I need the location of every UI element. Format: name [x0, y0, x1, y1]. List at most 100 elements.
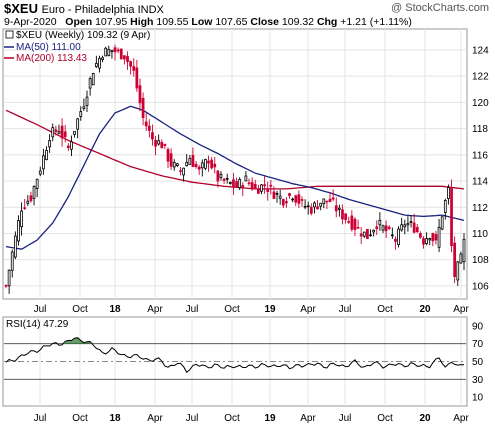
legend-rsi: RSI(14) 47.29 — [6, 319, 69, 330]
x-tick-label: Jul — [339, 304, 352, 315]
chg-value: +1.21 (+1.11%) — [340, 16, 412, 28]
high-value: 109.55 — [156, 16, 189, 28]
rsi-overbought-area — [65, 337, 91, 344]
candle-body — [225, 178, 229, 180]
legend-ma50: MA(50) 111.00 — [16, 42, 81, 53]
ma200-layer — [5, 109, 465, 190]
candle-body — [288, 193, 291, 196]
candle-body — [29, 195, 33, 202]
candle-body — [253, 183, 257, 189]
candle-body — [172, 161, 176, 168]
x-tick-label-bottom: Oct — [72, 413, 88, 424]
x-tick-label-bottom: Jul — [186, 413, 199, 424]
candle-body — [163, 143, 167, 146]
rsi-tick-label: 90 — [472, 321, 484, 332]
candle-body — [207, 160, 210, 164]
candle-body — [409, 221, 413, 223]
candle-body — [126, 55, 129, 63]
candle-body — [91, 73, 95, 86]
candle-body — [403, 224, 407, 228]
symbol-label: $XEU — [4, 1, 38, 16]
candle-body — [228, 181, 232, 184]
candle-body — [213, 163, 217, 168]
y-tick-label: 118 — [472, 124, 488, 135]
candle-body — [272, 191, 276, 199]
candle-body — [154, 139, 157, 147]
x-tick-label: Oct — [224, 304, 240, 315]
candle-body — [375, 226, 379, 229]
candle-body — [269, 184, 273, 187]
candle-body — [35, 178, 39, 189]
candle-body — [291, 198, 295, 201]
candle-body — [362, 231, 366, 237]
candle-body — [309, 206, 313, 214]
candle-body — [197, 166, 201, 170]
candle-body — [60, 125, 64, 139]
candle-body — [82, 106, 86, 109]
candle-body — [235, 181, 238, 188]
candle-body — [10, 251, 14, 271]
candle-body — [447, 187, 450, 199]
x-tick-label: Apr — [300, 304, 316, 315]
candle-body — [144, 121, 148, 127]
candle-body — [456, 261, 460, 281]
legend-price-swatch — [5, 30, 14, 39]
candle-body — [132, 66, 136, 71]
candle-body — [200, 162, 204, 169]
high-label: High — [130, 16, 154, 28]
candle-body — [453, 242, 457, 278]
symbol-description: Euro - Philadelphia INDX — [41, 4, 164, 16]
x-tick-label: Oct — [72, 304, 88, 315]
x-axis: Jul Oct 18 Apr Jul Oct 19 Apr Jul Oct 20 Apr — [34, 304, 470, 315]
candle-body — [325, 200, 329, 203]
candle-body — [260, 184, 263, 192]
candle-body — [266, 189, 270, 192]
candle-body — [338, 207, 341, 210]
candle-body — [440, 216, 444, 230]
candle-body — [23, 207, 27, 209]
candle-body — [222, 178, 226, 181]
candle-body — [57, 130, 61, 134]
x-tick-label-bottom: Jul — [34, 413, 47, 424]
y-tick-label: 114 — [472, 177, 488, 188]
candle-body — [313, 202, 316, 208]
candle-body — [384, 225, 388, 232]
candle-body — [169, 153, 173, 167]
candle-body — [294, 195, 298, 203]
candles — [4, 44, 466, 294]
candle-body — [141, 97, 145, 118]
price-y-axis: 106 108 110 112 114 116 118 120 122 124 — [472, 45, 489, 292]
candle-body — [7, 269, 11, 287]
x-tick-label: Apr — [147, 304, 163, 315]
candle-body — [216, 170, 220, 182]
x-tick-label-bottom: 20 — [419, 413, 431, 424]
y-tick-label: 106 — [472, 281, 489, 292]
x-tick-label: 19 — [264, 304, 276, 315]
ma50-layer — [5, 105, 465, 250]
candle-body — [450, 187, 453, 247]
candle-body — [13, 235, 17, 258]
candle-body — [322, 198, 326, 205]
candle-body — [328, 198, 332, 202]
x-tick-label-bottom: Apr — [300, 413, 316, 424]
candle-body — [372, 229, 376, 233]
price-panel — [2, 28, 468, 300]
candle-body — [98, 57, 101, 69]
candle-body — [278, 195, 282, 199]
candle-body — [422, 238, 425, 245]
candle-body — [347, 221, 351, 223]
candle-body — [359, 233, 363, 237]
candle-body — [101, 57, 104, 60]
candle-body — [319, 202, 323, 207]
candle-body — [73, 130, 76, 135]
ma50-line — [5, 105, 465, 250]
x-tick-label-bottom: 18 — [109, 413, 121, 424]
candle-body — [437, 226, 441, 248]
candle-body — [194, 163, 198, 168]
candle-body — [297, 194, 301, 204]
candle-body — [303, 205, 307, 208]
open-label: Open — [65, 16, 93, 28]
candle-body — [331, 197, 335, 200]
x-tick-label-bottom: 19 — [264, 413, 276, 424]
